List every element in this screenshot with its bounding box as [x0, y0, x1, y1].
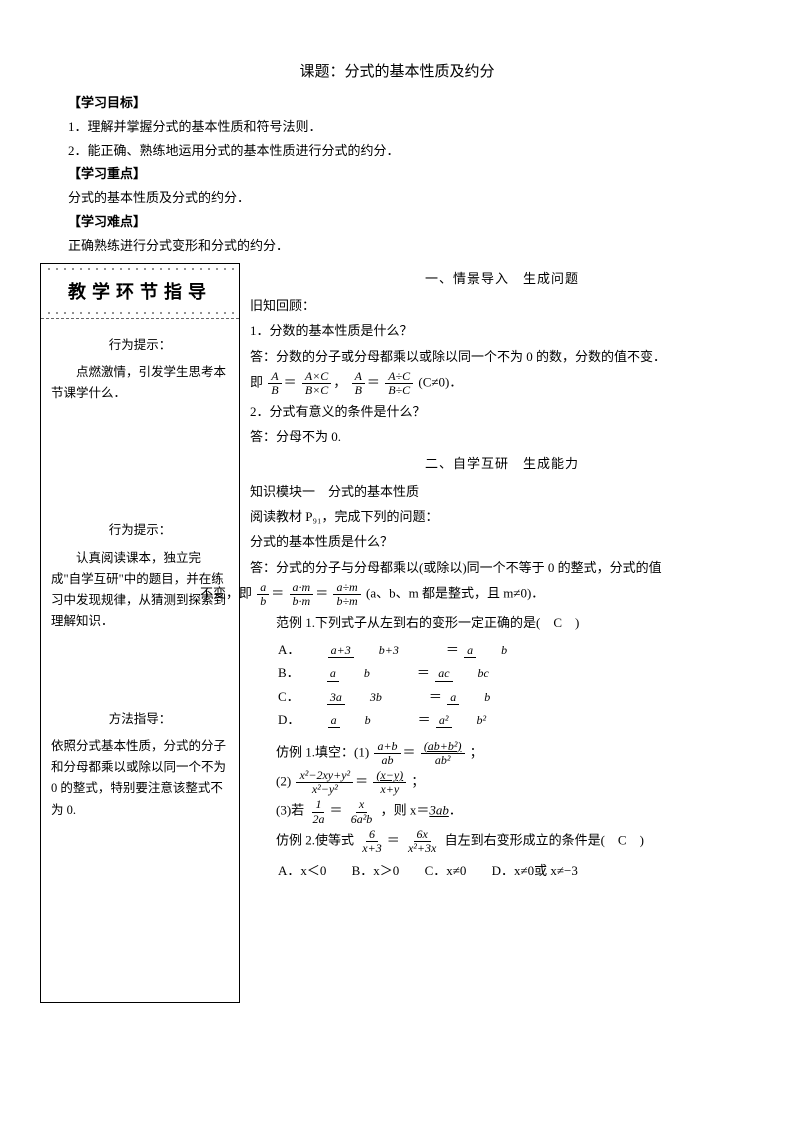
module-1: 知识模块一 分式的基本性质 [250, 480, 754, 503]
q2: 2．分式有意义的条件是什么？ [250, 400, 754, 423]
goal-line-1: 1．理解并掌握分式的基本性质和符号法则． [40, 117, 754, 138]
imitate-1-1: 仿例 1.填空：(1) a+bab＝ (ab+b²)ab² ； [250, 740, 754, 767]
sidebar-section-1: 行为提示： 点燃激情，引发学生思考本节课学什么． [41, 319, 239, 425]
section-1-title: 一、情景导入 生成问题 [250, 267, 754, 290]
sidebar-label: 方法指导： [51, 709, 229, 730]
imitate-2-options: A．x＜0 B．x＞0 C．x≠0 D．x≠0或 x≠−3 [250, 859, 754, 882]
a2: 答：分母不为 0. [250, 425, 754, 448]
formula-1: 即 AB＝ A×CB×C， AB＝ A÷CB÷C (C≠0)． [250, 370, 754, 397]
decoration-icon [45, 310, 235, 316]
imitate-2-stem: 仿例 2.使等式 6x+3＝ 6xx²+3x 自左到右变形成立的条件是( C ) [250, 828, 754, 855]
keypoint-line: 分式的基本性质及分式的约分． [40, 188, 754, 209]
imitate-1-2: (2) x²−2xy+y²x²−y²＝ (x−y)x+y ； [250, 769, 754, 796]
example-1-options: A． a+3b+3＝ ab B． ab＝ acbc C． 3a3b＝ ab D．… [250, 638, 754, 732]
module-q: 分式的基本性质是什么？ [250, 530, 754, 553]
section-2-title: 二、自学互研 生成能力 [250, 452, 754, 475]
sidebar-section-3: 方法指导： 依照分式基本性质，分式的分子和分母都乘以或除以同一个不为 0 的整式… [41, 693, 239, 841]
module-a: 答：分式的分子与分母都乘以(或除以)同一个不等于 0 的整式，分式的值 [250, 556, 754, 579]
sidebar-label: 行为提示： [51, 520, 229, 541]
a1: 答：分数的分子或分母都乘以或除以同一个不为 0 的数，分数的值不变． [250, 345, 754, 368]
sidebar-title: 教学环节指导 [45, 270, 235, 312]
sidebar-body: 依照分式基本性质，分式的分子和分母都乘以或除以同一个不为 0 的整式，特别要注意… [51, 736, 229, 821]
sidebar-header: 教学环节指导 [41, 264, 239, 319]
difficulty-line: 正确熟练进行分式变形和分式的约分． [40, 236, 754, 257]
q1: 1．分数的基本性质是什么？ [250, 319, 754, 342]
sidebar-panel: 教学环节指导 行为提示： 点燃激情，引发学生思考本节课学什么． 行为提示： 认真… [40, 263, 240, 1003]
page-title: 课题：分式的基本性质及约分 [40, 60, 754, 81]
imitate-1-3: (3)若 12a＝ x6a²b ，则 x＝3ab． [250, 798, 754, 825]
example-1-stem: 范例 1.下列式子从左到右的变形一定正确的是( C ) [250, 611, 754, 634]
module-a-formula: 不变，即 ab＝ a·mb·m＝ a÷mb÷m (a、b、m 都是整式，且 m≠… [200, 581, 754, 608]
blank-answer: 3ab [429, 803, 449, 818]
review-label: 旧知回顾： [250, 294, 754, 317]
module-read: 阅读教材 P₉₁，完成下列的问题： [250, 505, 754, 528]
sidebar-body: 点燃激情，引发学生思考本节课学什么． [51, 362, 229, 405]
decoration-icon [45, 266, 235, 272]
heading-goal: 【学习目标】 [40, 93, 754, 114]
heading-keypoint: 【学习重点】 [40, 164, 754, 185]
sidebar-label: 行为提示： [51, 335, 229, 356]
main-content: 一、情景导入 生成问题 旧知回顾： 1．分数的基本性质是什么？ 答：分数的分子或… [250, 263, 754, 891]
sidebar-section-2: 行为提示： 认真阅读课本，独立完成"自学互研"中的题目，并在练习中发现规律，从猜… [41, 504, 239, 652]
goal-line-2: 2．能正确、熟练地运用分式的基本性质进行分式的约分． [40, 141, 754, 162]
heading-difficulty: 【学习难点】 [40, 212, 754, 233]
